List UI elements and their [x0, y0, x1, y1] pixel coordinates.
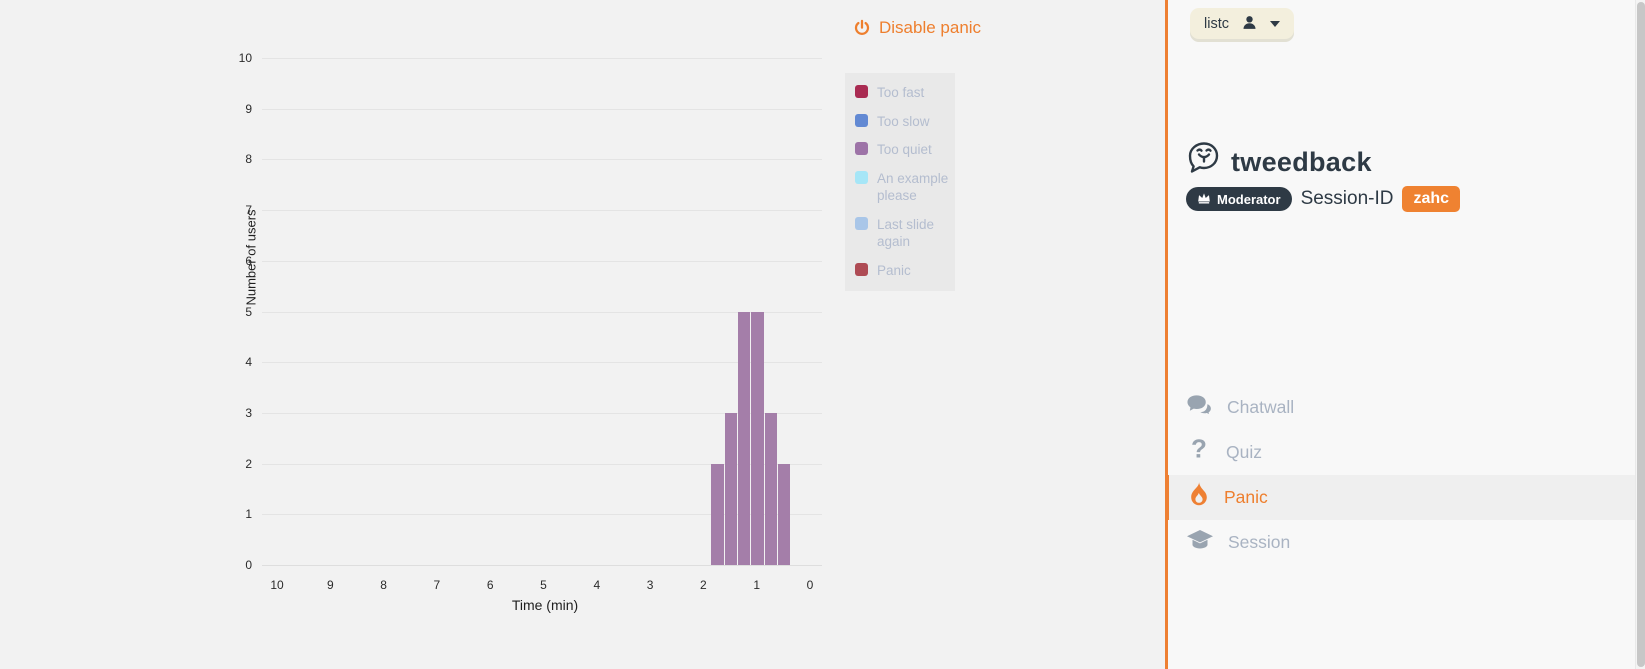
svg-text:?: ? — [1191, 437, 1207, 463]
gridline-y-9 — [262, 108, 822, 110]
sidebar-item-label: Session — [1228, 532, 1291, 552]
user-menu-button[interactable]: listc — [1190, 8, 1294, 39]
sidebar-item-panic[interactable]: Panic — [1165, 475, 1645, 520]
brand: tweedback — [1186, 140, 1372, 185]
x-tick-label: 1 — [753, 578, 761, 592]
legend-label: Panic — [877, 262, 911, 278]
disable-panic-button[interactable]: Disable panic — [853, 18, 981, 38]
legend-swatch — [855, 142, 868, 156]
person-icon — [1241, 14, 1258, 34]
x-tick-label: 9 — [326, 578, 334, 592]
legend-item: Too fast — [855, 84, 949, 102]
sidebar-item-label: Quiz — [1226, 442, 1262, 462]
power-icon — [853, 19, 871, 37]
x-tick-label: 6 — [486, 578, 494, 592]
x-tick-label: 3 — [646, 578, 654, 592]
gridline-y-0 — [262, 565, 822, 566]
scrollbar-thumb[interactable] — [1637, 2, 1645, 667]
sidebar-divider — [1165, 0, 1168, 669]
crown-icon — [1197, 192, 1211, 207]
gridline-y-10 — [262, 58, 822, 59]
y-tick-label: 5 — [245, 304, 252, 319]
session-id-value[interactable]: zahc — [1402, 186, 1461, 212]
scrollbar[interactable] — [1635, 0, 1645, 669]
sidebar: listc tweedback — [1165, 0, 1645, 669]
y-tick-label: 0 — [245, 558, 252, 572]
bar-too-quiet[interactable] — [724, 412, 738, 565]
legend-swatch — [855, 85, 868, 98]
y-tick-label: 10 — [238, 51, 252, 65]
chat-bubbles-icon — [1186, 393, 1213, 422]
y-tick-label: 7 — [245, 203, 252, 218]
graduation-cap-icon — [1186, 528, 1214, 557]
brand-name: tweedback — [1231, 147, 1372, 177]
legend-swatch — [855, 170, 868, 184]
gridline-y-5 — [262, 311, 822, 313]
sidebar-item-session[interactable]: Session — [1168, 520, 1645, 565]
session-row: Moderator Session-ID zahc — [1186, 186, 1461, 212]
sidebar-item-chatwall[interactable]: Chatwall — [1168, 385, 1645, 430]
moderator-label: Moderator — [1217, 191, 1281, 207]
y-tick-label: 2 — [245, 456, 252, 471]
legend-item: Last slide again — [855, 216, 949, 251]
gridline-y-3 — [262, 412, 822, 414]
legend-swatch — [855, 262, 868, 276]
sidebar-nav: Chatwall? Quiz Panic Session — [1165, 385, 1645, 565]
legend-label: Last slide again — [877, 216, 935, 250]
flame-icon — [1186, 482, 1210, 513]
legend-label: An example please — [877, 170, 949, 204]
legend-label: Too slow — [877, 113, 930, 129]
bar-too-quiet[interactable] — [751, 311, 764, 565]
legend-swatch — [855, 216, 868, 230]
legend-item: An example please — [855, 170, 949, 205]
legend-label: Too quiet — [877, 142, 932, 158]
caret-down-icon — [1269, 20, 1280, 27]
question-icon: ? — [1186, 434, 1212, 468]
gridline-y-2 — [262, 463, 822, 465]
legend-item: Panic — [855, 262, 949, 280]
y-tick-label: 1 — [245, 507, 252, 522]
legend-item: Too slow — [855, 113, 949, 131]
gridline-y-4 — [262, 362, 822, 364]
chart-plot-area: 0 1 2 3 4 5 6 7 8 9 10 — [239, 51, 822, 572]
y-tick-label: 6 — [245, 253, 252, 268]
gridline-y-6 — [262, 260, 822, 262]
x-tick-label: 5 — [540, 578, 547, 592]
y-tick-label: 9 — [245, 101, 252, 116]
gridline-y-1 — [262, 514, 822, 516]
gridline-y-7 — [262, 210, 822, 212]
gridline-y-8 — [262, 159, 822, 161]
x-tick-label: 0 — [806, 578, 814, 592]
bar-too-quiet[interactable] — [764, 412, 777, 565]
bar-too-quiet[interactable] — [711, 463, 724, 565]
sidebar-item-label: Panic — [1224, 487, 1268, 507]
x-tick-label: 2 — [700, 578, 707, 592]
legend-item: Too quiet — [855, 141, 949, 159]
y-tick-label: 8 — [245, 152, 252, 167]
y-tick-label: 4 — [245, 355, 252, 370]
x-tick-label: 10 — [270, 578, 284, 592]
legend-swatch — [855, 113, 868, 127]
bar-too-quiet[interactable] — [778, 463, 791, 565]
username-label: listc — [1204, 15, 1229, 32]
y-tick-label: 3 — [245, 405, 252, 420]
x-axis-title: Time (min) — [511, 597, 579, 613]
disable-panic-label: Disable panic — [879, 18, 982, 37]
sidebar-item-quiz[interactable]: ? Quiz — [1168, 430, 1645, 475]
x-tick-label: 7 — [433, 578, 441, 592]
x-tick-label: 4 — [593, 578, 601, 592]
legend-label: Too fast — [877, 85, 925, 100]
session-id-label: Session-ID — [1300, 188, 1394, 209]
tweedback-bird-icon — [1186, 140, 1222, 185]
bar-too-quiet[interactable] — [738, 311, 751, 565]
sidebar-item-label: Chatwall — [1227, 397, 1295, 417]
chart-legend: Too fast Too slow Too quiet An example plea… — [845, 73, 955, 292]
moderator-badge: Moderator — [1186, 187, 1292, 211]
x-tick-label: 8 — [380, 578, 387, 592]
